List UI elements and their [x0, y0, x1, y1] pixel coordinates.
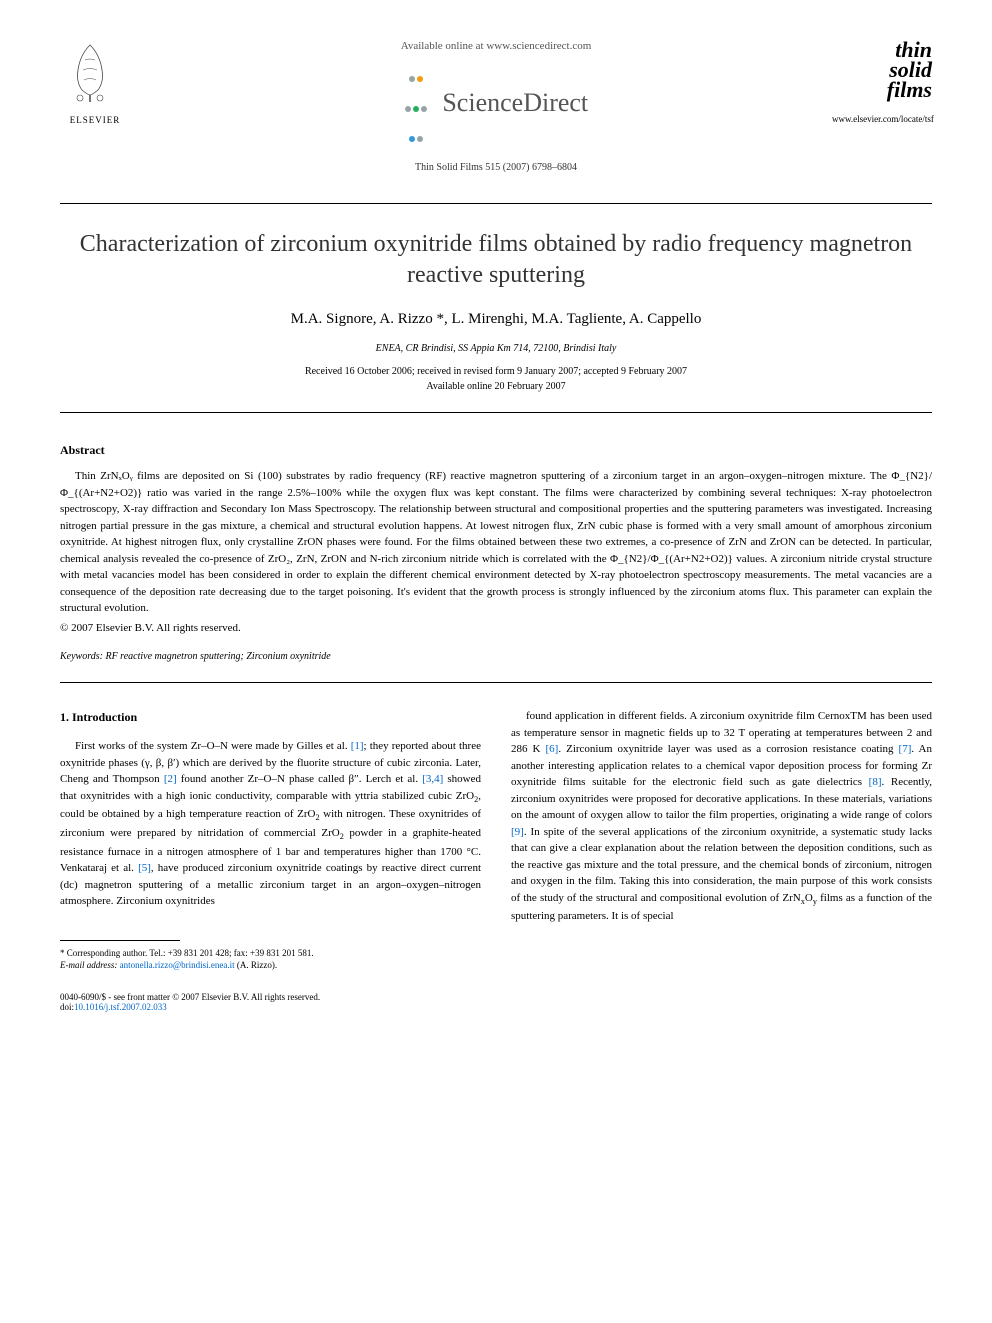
- header-divider: [60, 203, 932, 204]
- journal-url[interactable]: www.elsevier.com/locate/tsf: [832, 114, 932, 124]
- title-divider: [60, 412, 932, 413]
- thin-films-logo-icon: thin solid films: [832, 40, 932, 99]
- ref-link-6[interactable]: [6]: [546, 743, 559, 755]
- available-online-text: Available online at www.sciencedirect.co…: [60, 40, 932, 52]
- intro-paragraph-2: found application in different fields. A…: [511, 708, 932, 925]
- publisher-logo: ELSEVIER: [60, 40, 130, 130]
- right-column: found application in different fields. A…: [511, 708, 932, 971]
- available-date: Available online 20 February 2007: [60, 381, 932, 392]
- elsevier-tree-icon: [60, 40, 120, 105]
- abstract-copyright: © 2007 Elsevier B.V. All rights reserved…: [60, 620, 932, 637]
- abstract-heading: Abstract: [60, 443, 932, 458]
- article-title: Characterization of zirconium oxynitride…: [60, 229, 932, 291]
- keywords: Keywords: RF reactive magnetron sputteri…: [60, 651, 932, 662]
- ref-link-8[interactable]: [8]: [869, 776, 882, 788]
- journal-logo-line3: films: [848, 80, 932, 100]
- keywords-text: RF reactive magnetron sputtering; Zircon…: [105, 651, 330, 662]
- authors-list: M.A. Signore, A. Rizzo *, L. Mirenghi, M…: [60, 311, 932, 328]
- doi-link[interactable]: 10.1016/j.tsf.2007.02.033: [74, 1002, 167, 1012]
- publisher-name: ELSEVIER: [60, 115, 130, 125]
- left-column: 1. Introduction First works of the syste…: [60, 708, 481, 971]
- sciencedirect-logo: ScienceDirect: [60, 60, 932, 150]
- intro-paragraph-1: First works of the system Zr–O–N were ma…: [60, 738, 481, 909]
- journal-logo: thin solid films www.elsevier.com/locate…: [832, 40, 932, 124]
- ref-link-9[interactable]: [9]: [511, 826, 524, 838]
- ref-link-7[interactable]: [7]: [899, 743, 912, 755]
- journal-citation: Thin Solid Films 515 (2007) 6798–6804: [60, 162, 932, 173]
- section-heading-introduction: 1. Introduction: [60, 708, 481, 726]
- received-date: Received 16 October 2006; received in re…: [60, 366, 932, 377]
- doi-label: doi:: [60, 1002, 74, 1012]
- affiliation: ENEA, CR Brindisi, SS Appia Km 714, 7210…: [60, 343, 932, 354]
- abstract-text: Thin ZrNₓOᵧ films are deposited on Si (1…: [60, 468, 932, 617]
- article-header: ELSEVIER thin solid films www.elsevier.c…: [60, 40, 932, 173]
- page-footer: 0040-6090/$ - see front matter © 2007 El…: [60, 992, 932, 1012]
- article-body: 1. Introduction First works of the syste…: [60, 708, 932, 971]
- sciencedirect-text: ScienceDirect: [442, 88, 588, 117]
- email-author: (A. Rizzo).: [237, 960, 277, 970]
- sciencedirect-dots-icon: [404, 60, 428, 150]
- keywords-label: Keywords:: [60, 651, 103, 662]
- corresponding-author-footnote: * Corresponding author. Tel.: +39 831 20…: [60, 947, 481, 972]
- corresponding-text: * Corresponding author. Tel.: +39 831 20…: [60, 947, 481, 960]
- ref-link-2[interactable]: [2]: [164, 773, 177, 785]
- copyright-line: 0040-6090/$ - see front matter © 2007 El…: [60, 992, 932, 1002]
- ref-link-34[interactable]: [3,4]: [422, 773, 443, 785]
- footnote-divider: [60, 940, 180, 941]
- email-label: E-mail address:: [60, 960, 117, 970]
- email-link[interactable]: antonella.rizzo@brindisi.enea.it: [120, 960, 235, 970]
- ref-link-1[interactable]: [1]: [351, 740, 364, 752]
- abstract-divider: [60, 682, 932, 683]
- ref-link-5[interactable]: [5]: [138, 862, 151, 874]
- abstract-section: Abstract Thin ZrNₓOᵧ films are deposited…: [60, 443, 932, 662]
